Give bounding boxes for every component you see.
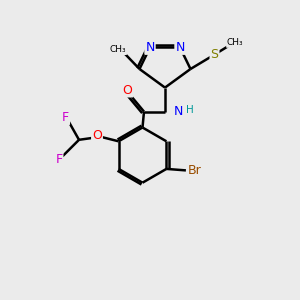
Text: N: N — [175, 41, 185, 54]
Text: N: N — [145, 41, 155, 54]
Text: CH₃: CH₃ — [227, 38, 244, 47]
Text: CH₃: CH₃ — [110, 45, 126, 54]
Text: S: S — [211, 48, 218, 62]
Text: Br: Br — [188, 164, 201, 177]
Text: F: F — [62, 111, 69, 124]
Text: O: O — [92, 129, 102, 142]
Text: O: O — [123, 83, 132, 97]
Text: F: F — [55, 153, 62, 167]
Text: H: H — [186, 105, 194, 115]
Text: N: N — [174, 105, 183, 118]
